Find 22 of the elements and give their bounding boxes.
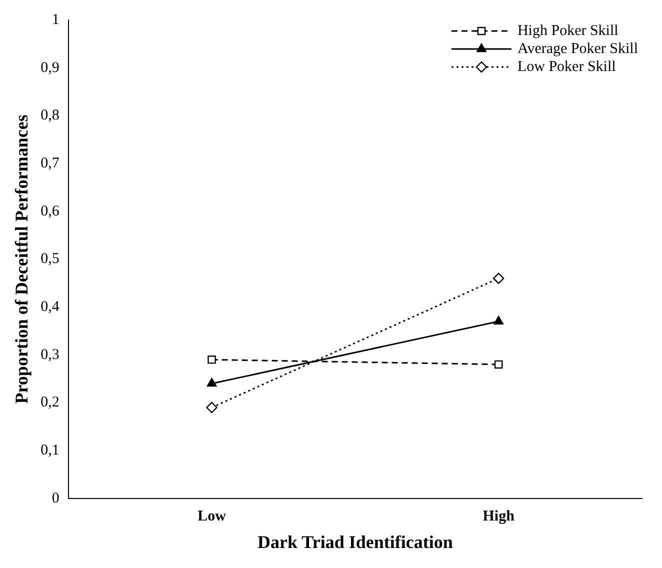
x-tick-label: Low — [198, 508, 226, 524]
y-tick-label: 0,2 — [40, 394, 60, 411]
y-tick-label: 0,7 — [40, 155, 60, 172]
point — [206, 402, 218, 414]
point — [492, 272, 504, 284]
y-tick-label: 0,6 — [40, 203, 60, 220]
legend-label: High Poker Skill — [517, 22, 618, 39]
y-tick-label: 0 — [52, 490, 60, 506]
point — [494, 360, 503, 369]
y-tick-label: 0,4 — [40, 298, 60, 315]
y-tick-label: 0,8 — [40, 108, 60, 124]
y-tick-label: 1 — [52, 12, 60, 28]
y-tick-label: 0,5 — [40, 251, 60, 268]
legend-label: Average Poker Skill — [517, 40, 638, 57]
point — [208, 356, 216, 364]
y-tick-label: 0,3 — [40, 346, 60, 363]
y-axis-title: Proportion of Deceitful Performances — [11, 114, 32, 404]
y-tick-label: 0,9 — [40, 60, 60, 76]
y-tick-label: 0,1 — [40, 442, 60, 458]
x-tick-label: High — [482, 508, 516, 524]
x-axis-title: Dark Triad Identification — [257, 532, 453, 552]
legend-label: Low Poker Skill — [517, 58, 616, 75]
